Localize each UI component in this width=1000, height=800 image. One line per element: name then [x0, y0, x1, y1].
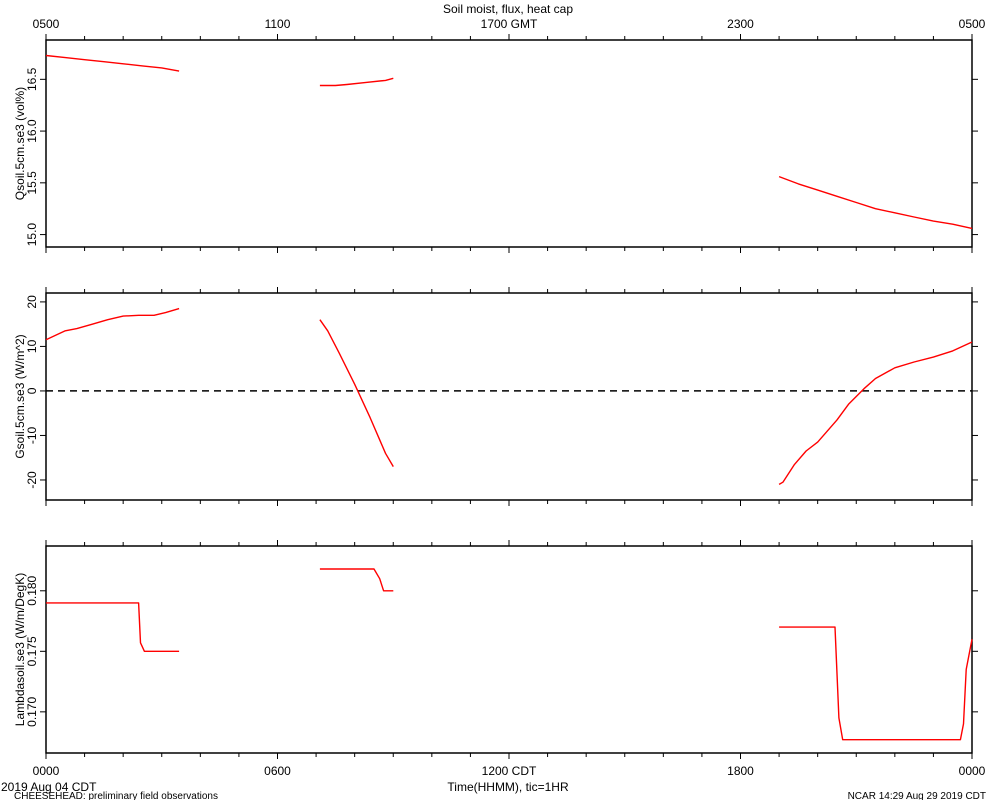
footer-right: NCAR 14:29 Aug 29 2019 CDT [848, 791, 986, 800]
y-tick-label: 15.5 [25, 171, 39, 195]
series-segment-2 [319, 568, 394, 592]
chart-title: Soil moist, flux, heat cap [443, 2, 573, 16]
bottom-x-tick-label: 1800 [727, 764, 754, 778]
bottom-x-tick-label: 1200 CDT [482, 764, 537, 778]
series-segment-2 [319, 77, 394, 87]
y-tick-label: 0.180 [25, 575, 39, 605]
top-x-tick-label: 1100 [265, 17, 291, 31]
series-segment-1 [45, 54, 180, 72]
top-x-tick-label: 2300 [727, 17, 754, 31]
y-tick-label: 16.0 [25, 119, 39, 143]
y-tick-label: 0 [25, 387, 39, 394]
y-axis-title: Qsoil.5cm.se3 (vol%) [13, 87, 27, 200]
y-axis-title: Gsoil.5cm.se3 (W/m^2) [13, 334, 27, 458]
y-tick-label: 0.170 [25, 697, 39, 727]
plot-frame [45, 39, 973, 248]
y-tick-label: 10 [25, 339, 39, 353]
bottom-x-tick-label: 0000 [33, 764, 60, 778]
bottom-x-tick-label: 0000 [959, 764, 986, 778]
y-tick-label: -10 [25, 426, 39, 444]
series-segment-2 [319, 319, 394, 467]
y-axis-title: Lambdasoil.se3 (W/m/DegK) [13, 573, 27, 726]
series-segment-3 [779, 626, 973, 741]
y-tick-label: 15.0 [25, 223, 39, 247]
footer-left: CHEESEHEAD: preliminary field observatio… [14, 791, 218, 800]
plot-frame [45, 292, 973, 501]
plot-frame [45, 545, 973, 754]
date-label: 2019 Aug 04 CDT [1, 780, 97, 794]
series-segment-3 [778, 341, 973, 486]
top-x-tick-label: 1700 GMT [481, 17, 538, 31]
panel-2: -20 -10 0 10 20 Gsoil.5cm.se3 (W/m^2) [13, 287, 978, 506]
y-tick-label: 16.5 [25, 67, 39, 91]
series-segment-1 [46, 602, 180, 652]
series-segment-1 [45, 307, 180, 341]
bottom-x-tick-label: 0600 [264, 764, 291, 778]
series-segment-3 [778, 175, 973, 230]
x-axis-label: Time(HHMM), tic=1HR [447, 780, 569, 794]
top-x-tick-label: 0500 [959, 17, 986, 31]
top-x-tick-label: 0500 [33, 17, 60, 31]
y-tick-label: 0.175 [25, 636, 39, 666]
y-tick-label: 20 [25, 295, 39, 309]
y-tick-label: -20 [25, 471, 39, 489]
